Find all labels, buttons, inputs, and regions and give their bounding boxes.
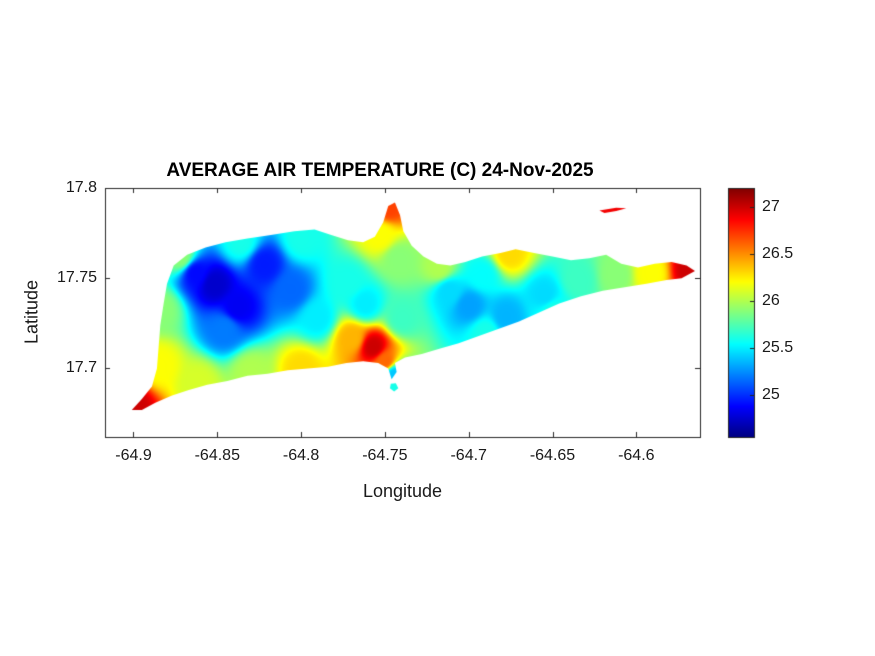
y-tick-label: 17.8 <box>65 179 97 196</box>
colorbar-tick-label: 26.5 <box>762 244 794 262</box>
x-tick-label: -64.8 <box>282 447 320 464</box>
y-tick-label: 17.7 <box>65 359 97 377</box>
colorbar-tick-label: 25.5 <box>762 338 794 356</box>
colorbar-tick-label: 25 <box>762 385 780 403</box>
x-tick-label: -64.65 <box>529 447 576 464</box>
x-tick-label: -64.9 <box>115 447 152 464</box>
x-tick-label: -64.85 <box>194 447 240 464</box>
x-tick-label: -64.75 <box>362 447 408 464</box>
y-tick-label: 17.75 <box>56 269 97 287</box>
x-tick-label: -64.7 <box>450 447 487 464</box>
colorbar-tick-label: 26 <box>762 291 780 309</box>
chart-title: AVERAGE AIR TEMPERATURE (C) 24-Nov-2025 <box>166 160 594 181</box>
x-tick-label: -64.6 <box>618 447 655 464</box>
y-axis-label: Latitude <box>21 279 42 345</box>
x-axis-label: Longitude <box>362 481 443 501</box>
colorbar-tick-label: 27 <box>762 197 780 215</box>
